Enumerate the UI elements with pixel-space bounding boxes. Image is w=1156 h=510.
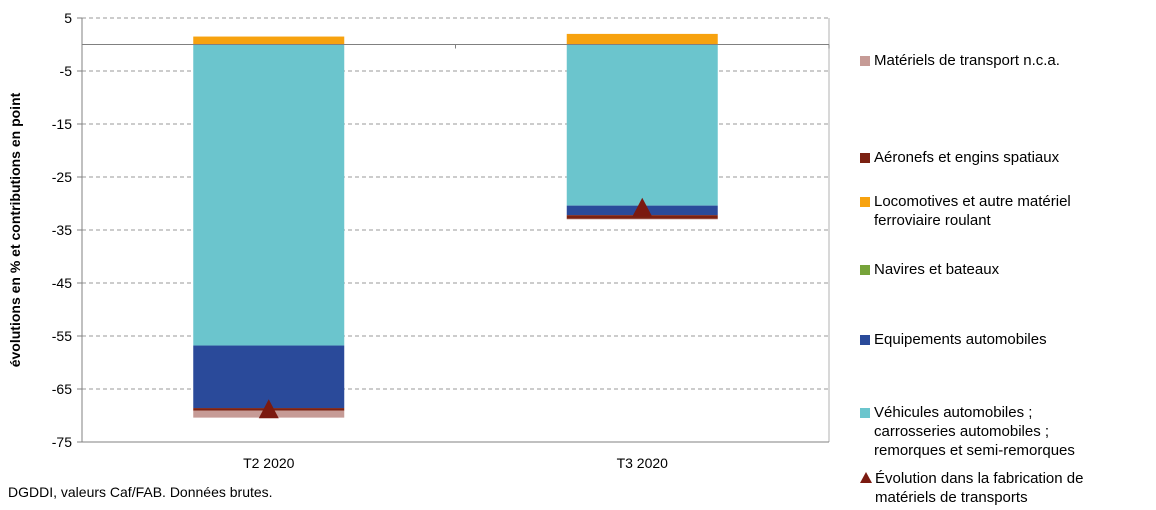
legend-item: Matériels de transport n.c.a. [860,51,1060,70]
bar-segment [193,345,345,409]
legend-item-evolution: Évolution dans la fabrication de matérie… [860,469,1083,507]
y-axis-label: évolutions en % et contributions en poin… [7,92,23,367]
y-tick-label: 5 [64,10,72,26]
y-tick-labels: 5 -5 -15 -25 -35 -45 -55 -65 -75 [52,10,72,450]
y-tick-label: -35 [52,222,72,238]
bar-segment [566,218,718,220]
y-tick-label: -5 [60,63,73,79]
legend-item: Equipements automobiles [860,330,1047,349]
y-tick-label: -55 [52,328,72,344]
bar-segment [566,215,718,219]
legend-swatch [860,197,870,207]
bar-stacks [193,33,718,418]
bar-stack-1 [193,36,345,418]
legend-label: Évolution dans la fabrication de matérie… [875,470,1084,506]
chart-area: 5-5-15-25-35-45-55-65-75 T2 2020 T3 2020 … [7,10,830,471]
y-tick-label: -75 [52,434,72,450]
x-tick-label: T2 2020 [243,455,295,471]
bar-segment [566,44,718,206]
legend-label: Matériels de transport n.c.a. [874,52,1060,69]
bar-segment [193,44,345,346]
legend-item: Aéronefs et engins spatiaux [860,148,1059,167]
legend-swatch [860,335,870,345]
bar-stack-2 [566,33,718,220]
legend-item: Navires et bateaux [860,260,999,279]
legend-swatch [860,56,870,66]
legend-swatch [860,408,870,418]
y-tick-label: -15 [52,116,72,132]
legend-swatch [860,265,870,275]
evolution-marker [258,399,279,419]
evolution-markers [258,197,653,419]
legend-item: Locomotives et autre matériel ferroviair… [860,192,1071,230]
y-tick-label: -25 [52,169,72,185]
source-note: DGDDI, valeurs Caf/FAB. Données brutes. [8,484,273,500]
legend-label: Véhicules automobiles ; carrosseries aut… [874,404,1075,459]
x-tick-labels: T2 2020 T3 2020 [243,455,668,471]
legend: Matériels de transport n.c.a. Aéronefs et… [860,0,1156,510]
legend-swatch [860,153,870,163]
legend-label: Aéronefs et engins spatiaux [874,149,1060,166]
legend-label: Navires et bateaux [874,261,1000,278]
x-tick-label: T3 2020 [617,455,669,471]
evolution-marker [632,197,653,217]
bar-segment [193,36,345,45]
axes [77,17,830,443]
bar-segment [566,33,718,45]
legend-label: Equipements automobiles [874,331,1047,348]
y-tick-label: -65 [52,381,72,397]
legend-item: Véhicules automobiles ; carrosseries aut… [860,403,1075,460]
legend-label: Locomotives et autre matériel ferroviair… [874,193,1071,229]
triangle-icon [860,472,872,483]
y-tick-label: -45 [52,275,72,291]
